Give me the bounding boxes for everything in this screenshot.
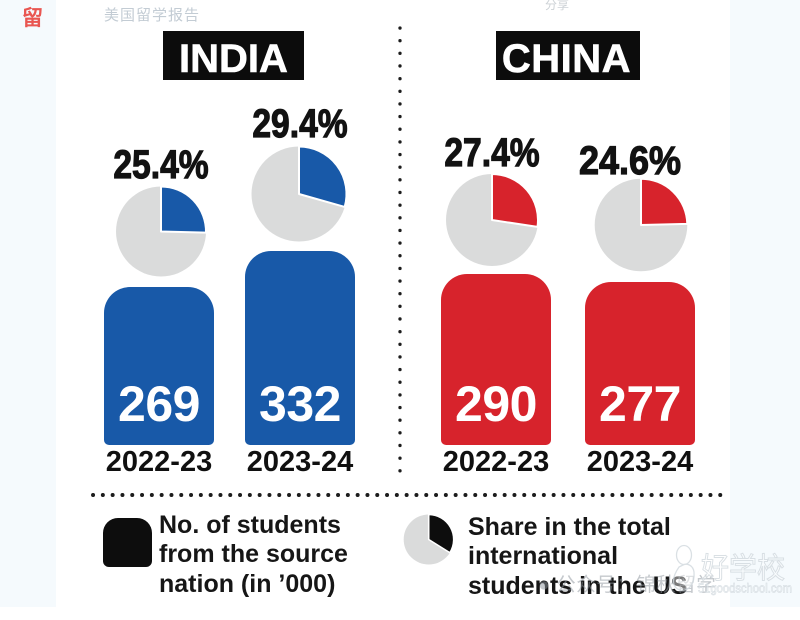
- svg-text:51goodschool.com: 51goodschool.com: [698, 581, 792, 596]
- svg-text:好学校: 好学校: [701, 552, 785, 585]
